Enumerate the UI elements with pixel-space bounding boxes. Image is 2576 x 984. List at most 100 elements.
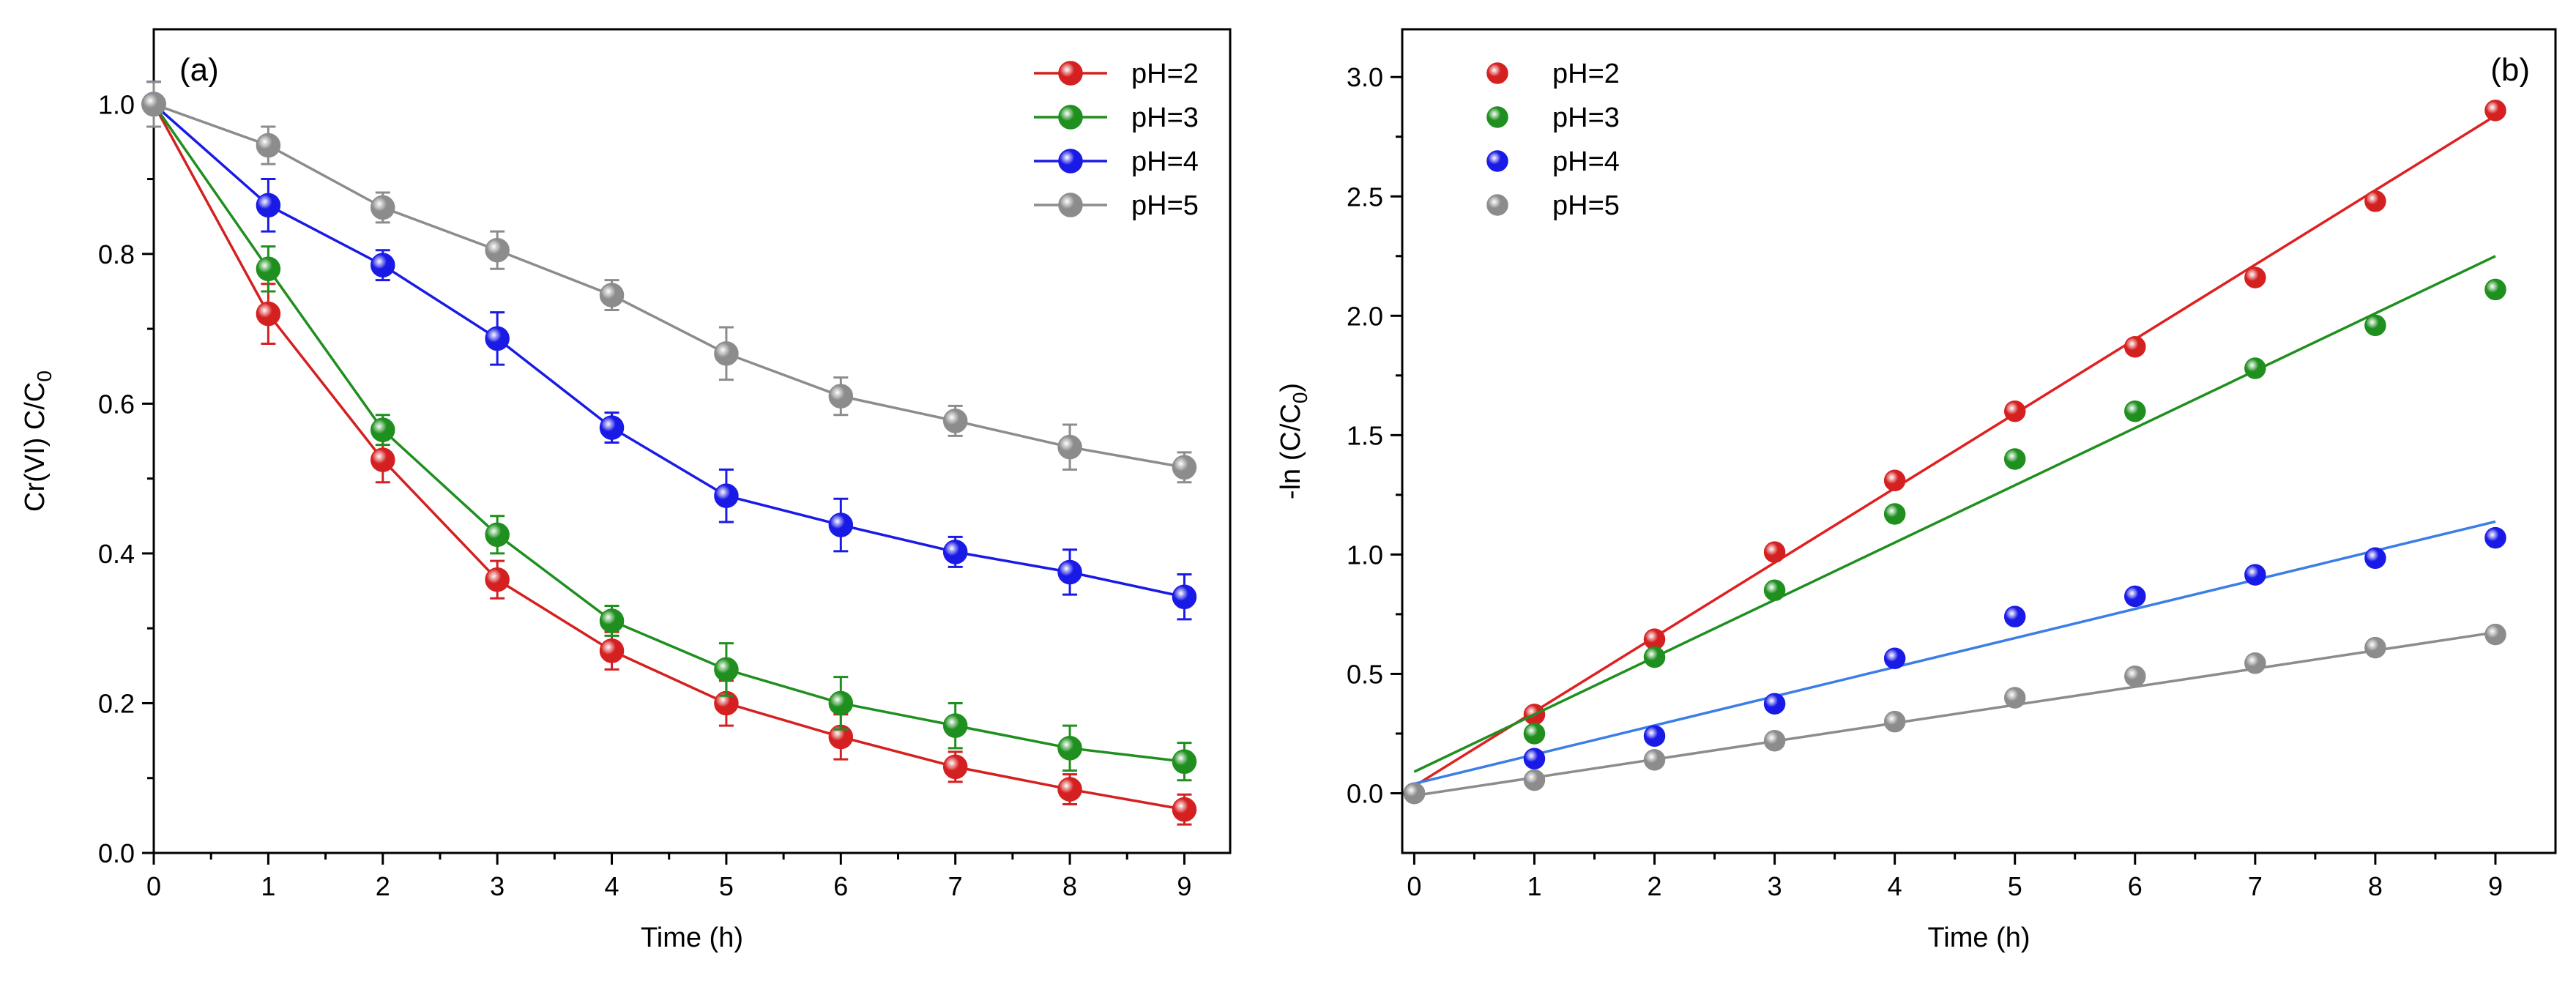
data-point (1058, 436, 1082, 459)
data-point (256, 302, 280, 326)
panel-b: 0 1 2 3 4 5 6 7 8 9 0.0 0.5 1.0 1.5 2.0 2.5 3.0 Time (h) -… (1276, 29, 2555, 953)
x-tick-label: 5 (2008, 871, 2022, 901)
legend-label: pH=5 (1131, 190, 1199, 221)
x-tick-label: 2 (1648, 871, 1662, 901)
panel-a: 0 1 2 3 4 5 6 7 8 9 0.0 0.2 0.4 0.6 0.8 1.0 Time (h) Cr(V… (20, 29, 1230, 953)
data-point (715, 484, 738, 507)
data-point (1524, 748, 1544, 769)
legend-item: pH=2 (1487, 59, 1620, 89)
data-point (829, 513, 852, 537)
data-point (2485, 625, 2506, 645)
series-pH-4 (1404, 521, 2506, 803)
data-point (600, 639, 624, 663)
x-tick-label: 4 (605, 871, 619, 901)
data-point (1765, 580, 1785, 600)
fit-line (1414, 521, 2495, 783)
data-point (1765, 542, 1785, 562)
data-point (1058, 778, 1082, 801)
data-point (600, 609, 624, 633)
data-point (2125, 337, 2145, 357)
legend-item: pH=2 (1034, 59, 1199, 89)
data-point (2365, 191, 2386, 212)
series-pH-2 (142, 82, 1196, 825)
y-tick-label: 2.0 (1347, 301, 1383, 331)
x-tick-label: 6 (833, 871, 848, 901)
y-axis-title: Cr(VI) C/C0 (20, 370, 56, 512)
y-tick-label: 0.2 (98, 688, 135, 718)
legend-marker (1487, 151, 1508, 171)
legend-label: pH=2 (1552, 59, 1620, 89)
y-tick-label: 1.0 (98, 89, 135, 119)
series-line (154, 104, 1184, 597)
legend-item: pH=4 (1034, 146, 1199, 177)
data-point (944, 755, 967, 778)
data-point (1645, 750, 1665, 770)
data-point (829, 691, 852, 715)
legend-marker (1059, 105, 1082, 129)
legend-label: pH=3 (1131, 102, 1199, 133)
data-point (1885, 648, 1905, 668)
data-point (485, 327, 509, 350)
data-point (1645, 647, 1665, 668)
data-point (485, 523, 509, 546)
x-tick-label: 0 (146, 871, 161, 901)
legend-marker (1487, 195, 1508, 215)
data-point (256, 134, 280, 157)
data-point (256, 257, 280, 280)
data-point (2365, 315, 2386, 335)
x-tick-label: 3 (490, 871, 505, 901)
legend-item: pH=4 (1487, 146, 1620, 177)
data-point (485, 568, 509, 592)
panel-label: (a) (179, 52, 219, 88)
data-point (2365, 638, 2386, 658)
data-point (1885, 712, 1905, 732)
y-tick-label: 0.6 (98, 389, 135, 419)
data-point (1058, 560, 1082, 584)
legend-label: pH=3 (1552, 102, 1620, 133)
data-point (2005, 606, 2025, 627)
data-point (1765, 693, 1785, 714)
data-point (371, 195, 395, 219)
data-point (1645, 726, 1665, 746)
data-point (1524, 770, 1544, 791)
legend-marker (1059, 193, 1082, 217)
data-point (2365, 548, 2386, 568)
data-point (944, 409, 967, 433)
y-tick-label: 0.0 (1347, 778, 1383, 808)
y-axis-title: -ln (C/C0) (1276, 383, 1311, 499)
data-point (2125, 666, 2145, 687)
data-point (371, 448, 395, 471)
data-point (485, 239, 509, 262)
series-pH-5 (142, 82, 1196, 482)
legend-marker (1487, 63, 1508, 83)
data-point (1058, 737, 1082, 760)
data-point (1885, 504, 1905, 524)
data-point (2125, 586, 2145, 606)
series-line (154, 104, 1184, 761)
data-point (1172, 798, 1196, 821)
fit-line (1414, 633, 2495, 796)
x-tick-label: 7 (2248, 871, 2263, 901)
y-tick-label: 1.5 (1347, 420, 1383, 450)
x-tick-label: 8 (2368, 871, 2383, 901)
data-point (371, 418, 395, 441)
x-tick-label: 7 (948, 871, 963, 901)
data-point (944, 540, 967, 564)
legend-marker (1059, 149, 1082, 173)
data-point (2485, 279, 2506, 299)
x-tick-label: 1 (261, 871, 275, 901)
data-point (2485, 528, 2506, 548)
legend: pH=2 pH=3 pH=4 pH=5 (1034, 59, 1199, 221)
data-point (600, 283, 624, 307)
x-tick-label: 2 (376, 871, 390, 901)
x-axis-title: Time (h) (1927, 922, 2030, 953)
x-tick-label: 9 (1177, 871, 1191, 901)
data-point (1404, 783, 1424, 803)
legend-label: pH=4 (1131, 146, 1199, 177)
data-point (2245, 358, 2266, 379)
legend-item: pH=5 (1034, 190, 1199, 221)
data-point (944, 714, 967, 737)
x-tick-label: 1 (1527, 871, 1541, 901)
x-tick-label: 4 (1888, 871, 1902, 901)
series-pH-3 (1404, 256, 2506, 804)
